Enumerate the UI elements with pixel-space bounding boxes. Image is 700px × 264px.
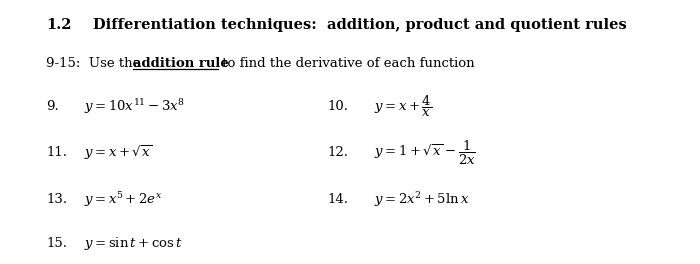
Text: 9.: 9. — [46, 100, 60, 113]
Text: 15.: 15. — [46, 237, 67, 250]
Text: 1.2: 1.2 — [46, 18, 72, 32]
Text: $y = x^{5} + 2e^{x}$: $y = x^{5} + 2e^{x}$ — [84, 190, 162, 209]
Text: 13.: 13. — [46, 193, 68, 206]
Text: 10.: 10. — [328, 100, 349, 113]
Text: 11.: 11. — [46, 146, 67, 159]
Text: $y = x + \sqrt{x}$: $y = x + \sqrt{x}$ — [84, 143, 153, 162]
Text: $y = 1 + \sqrt{x} - \dfrac{1}{2x}$: $y = 1 + \sqrt{x} - \dfrac{1}{2x}$ — [374, 139, 476, 167]
Text: $y = 10x^{11} - 3x^{8}$: $y = 10x^{11} - 3x^{8}$ — [84, 97, 185, 116]
Text: addition rule: addition rule — [133, 57, 228, 70]
Text: $y = \sin t + \cos t$: $y = \sin t + \cos t$ — [84, 235, 183, 252]
Text: $y = x + \dfrac{4}{x}$: $y = x + \dfrac{4}{x}$ — [374, 94, 433, 119]
Text: Differentiation techniques:  addition, product and quotient rules: Differentiation techniques: addition, pr… — [93, 18, 627, 32]
Text: to find the derivative of each function: to find the derivative of each function — [218, 57, 475, 70]
Text: 12.: 12. — [328, 146, 349, 159]
Text: 14.: 14. — [328, 193, 349, 206]
Text: 9-15:  Use the: 9-15: Use the — [46, 57, 145, 70]
Text: $y = 2x^{2} + 5\ln x$: $y = 2x^{2} + 5\ln x$ — [374, 190, 470, 209]
